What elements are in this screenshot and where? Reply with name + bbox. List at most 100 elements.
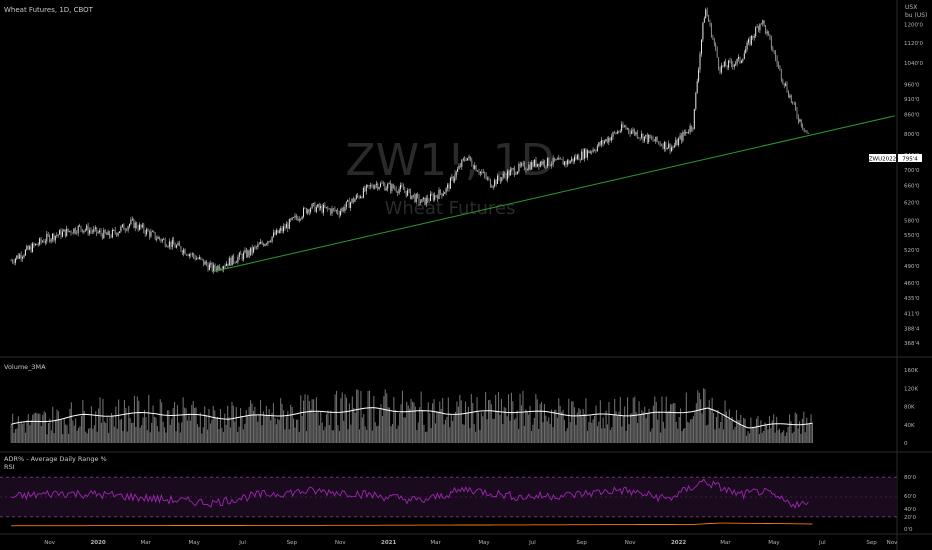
volume-bar	[406, 401, 408, 443]
candle-body	[566, 160, 568, 165]
candle-body	[360, 196, 362, 198]
volume-bar	[360, 390, 362, 443]
volume-bar	[374, 422, 376, 443]
candle-body	[203, 259, 205, 265]
candle-body	[361, 196, 363, 198]
volume-bar	[510, 392, 512, 443]
volume-bar	[780, 433, 782, 443]
candle-body	[340, 211, 342, 216]
volume-bar	[191, 404, 193, 443]
volume-bar	[786, 432, 788, 443]
watermark-symbol: ZW1!, 1D	[345, 135, 554, 186]
candle-body	[200, 257, 202, 259]
candle-body	[783, 83, 785, 86]
candle-body	[181, 250, 183, 254]
volume-bar	[172, 408, 174, 443]
candle-body	[298, 218, 300, 221]
candle-body	[435, 195, 437, 197]
candle-body	[236, 262, 237, 263]
candle-body	[37, 244, 39, 245]
volume-axis-ticks: 160K 120K 80K 40K 0	[904, 368, 918, 447]
candle-body	[116, 233, 118, 236]
candle-body	[628, 128, 630, 132]
volume-bar	[500, 399, 502, 443]
volume-bar	[142, 417, 144, 443]
volume-bar	[522, 390, 524, 443]
candle-body	[143, 224, 145, 232]
volume-bar	[70, 402, 72, 443]
candle-body	[720, 65, 722, 73]
candle-body	[243, 252, 245, 260]
volume-bar	[803, 411, 805, 443]
volume-bar	[617, 416, 619, 443]
volume-bar	[176, 405, 178, 443]
candle-body	[512, 168, 514, 169]
candle-body	[494, 179, 496, 186]
candle-body	[214, 264, 216, 269]
volume-bar	[397, 425, 399, 443]
candle-body	[658, 141, 660, 143]
candle-body	[756, 26, 758, 28]
volume-bar	[452, 421, 454, 443]
volume-bar	[536, 399, 538, 443]
candle-body	[137, 227, 139, 230]
volume-bar	[13, 432, 15, 443]
volume-bar	[347, 429, 349, 443]
volume-bar	[179, 432, 181, 443]
volume-bar	[708, 399, 710, 443]
candle-body	[30, 246, 32, 252]
candle-body	[374, 185, 376, 189]
candle-body	[770, 38, 772, 49]
volume-bar	[333, 430, 335, 443]
volume-bar	[531, 431, 533, 443]
candle-body	[149, 231, 150, 237]
volume-bar	[697, 390, 699, 443]
price-axis-ticks[interactable]: 1200'01120'01040'0960'0910'0860'0800'074…	[904, 22, 924, 347]
volume-bar	[310, 409, 312, 443]
candle-body	[482, 172, 484, 173]
candle-body	[53, 233, 55, 241]
candle-body	[26, 246, 28, 250]
volume-bar	[115, 406, 117, 443]
volume-bar	[791, 433, 793, 443]
candle-body	[726, 66, 728, 68]
candle-body	[464, 158, 466, 161]
candle-body	[507, 171, 508, 180]
candle-body	[347, 200, 349, 202]
candle-body	[542, 160, 544, 165]
candle-body	[425, 197, 427, 205]
volume-bar	[53, 433, 55, 443]
volume-bar	[235, 407, 237, 443]
candle-body	[729, 60, 731, 62]
candle-body	[177, 242, 179, 246]
volume-bar	[207, 429, 209, 443]
volume-bar	[270, 420, 272, 443]
time-axis-ticks[interactable]: Nov 2020 Mar May Jul Sep Nov 2021 Mar May Jul Sep No…	[44, 540, 898, 546]
candle-body	[410, 189, 411, 199]
volume-bar	[592, 419, 594, 443]
volume-bar	[432, 403, 434, 443]
candle-body	[39, 238, 41, 245]
trendline[interactable]	[212, 115, 896, 273]
candle-body	[455, 171, 457, 178]
volume-bar	[505, 408, 507, 443]
volume-bar	[751, 426, 753, 443]
candle-body	[101, 234, 103, 239]
volume-bar	[572, 401, 574, 443]
volume-bar	[649, 431, 651, 443]
candle-body	[745, 49, 747, 54]
volume-bar	[49, 418, 51, 443]
candle-body	[267, 241, 269, 244]
volume-bar	[219, 409, 221, 443]
volume-bar	[211, 419, 213, 443]
candle-body	[90, 230, 92, 232]
candle-body	[723, 61, 725, 67]
candle-body	[441, 193, 443, 196]
candle-body	[676, 139, 678, 146]
volume-bar	[212, 405, 214, 443]
candle-body	[153, 231, 155, 233]
volume-bar	[639, 415, 641, 443]
price-tick-label: 800'0	[904, 132, 920, 138]
volume-bar	[60, 419, 62, 443]
